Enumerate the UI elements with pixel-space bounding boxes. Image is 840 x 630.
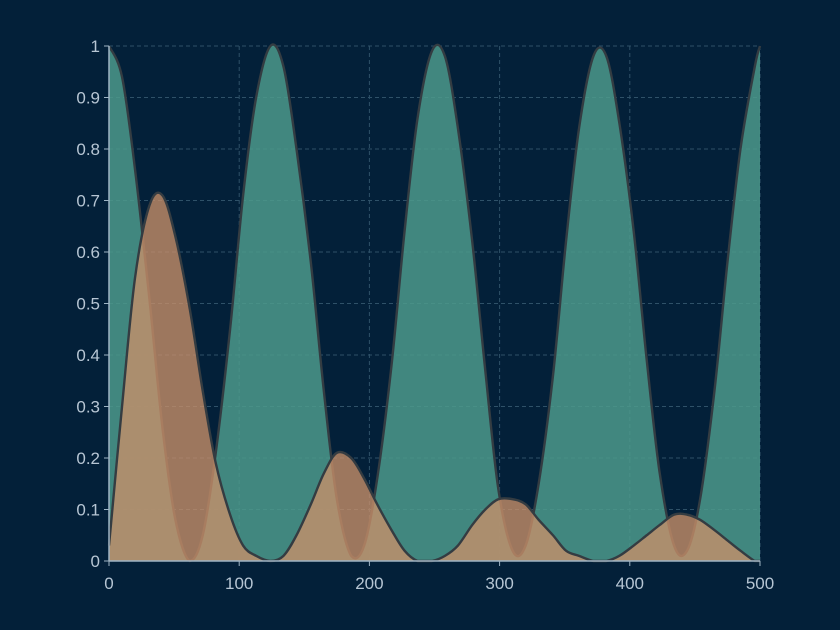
y-tick-label: 0.7 [76,192,100,211]
x-tick-label: 500 [746,574,774,593]
y-tick-label: 0.9 [76,89,100,108]
x-tick-label: 300 [485,574,513,593]
x-tick-label: 400 [616,574,644,593]
y-tick-label: 0.2 [76,449,100,468]
y-tick-label: 0.3 [76,398,100,417]
y-tick-label: 1 [91,37,100,56]
y-tick-label: 0.6 [76,243,100,262]
x-tick-label: 100 [225,574,253,593]
y-tick-label: 0.5 [76,295,100,314]
series-1-area [109,44,760,561]
series-1-line [107,43,762,563]
x-tick-label: 0 [104,574,113,593]
y-tick-label: 0 [91,552,100,571]
series-2-area [109,192,760,562]
axes: 0 100 200 300 400 500 0 0.1 0.2 0.3 0.4 0.5 0.6 0.7 0.… [76,37,774,593]
y-tick-label: 0.1 [76,501,100,520]
y-tick-label: 0.4 [76,346,100,365]
y-tick-label: 0.8 [76,140,100,159]
x-tick-label: 200 [355,574,383,593]
